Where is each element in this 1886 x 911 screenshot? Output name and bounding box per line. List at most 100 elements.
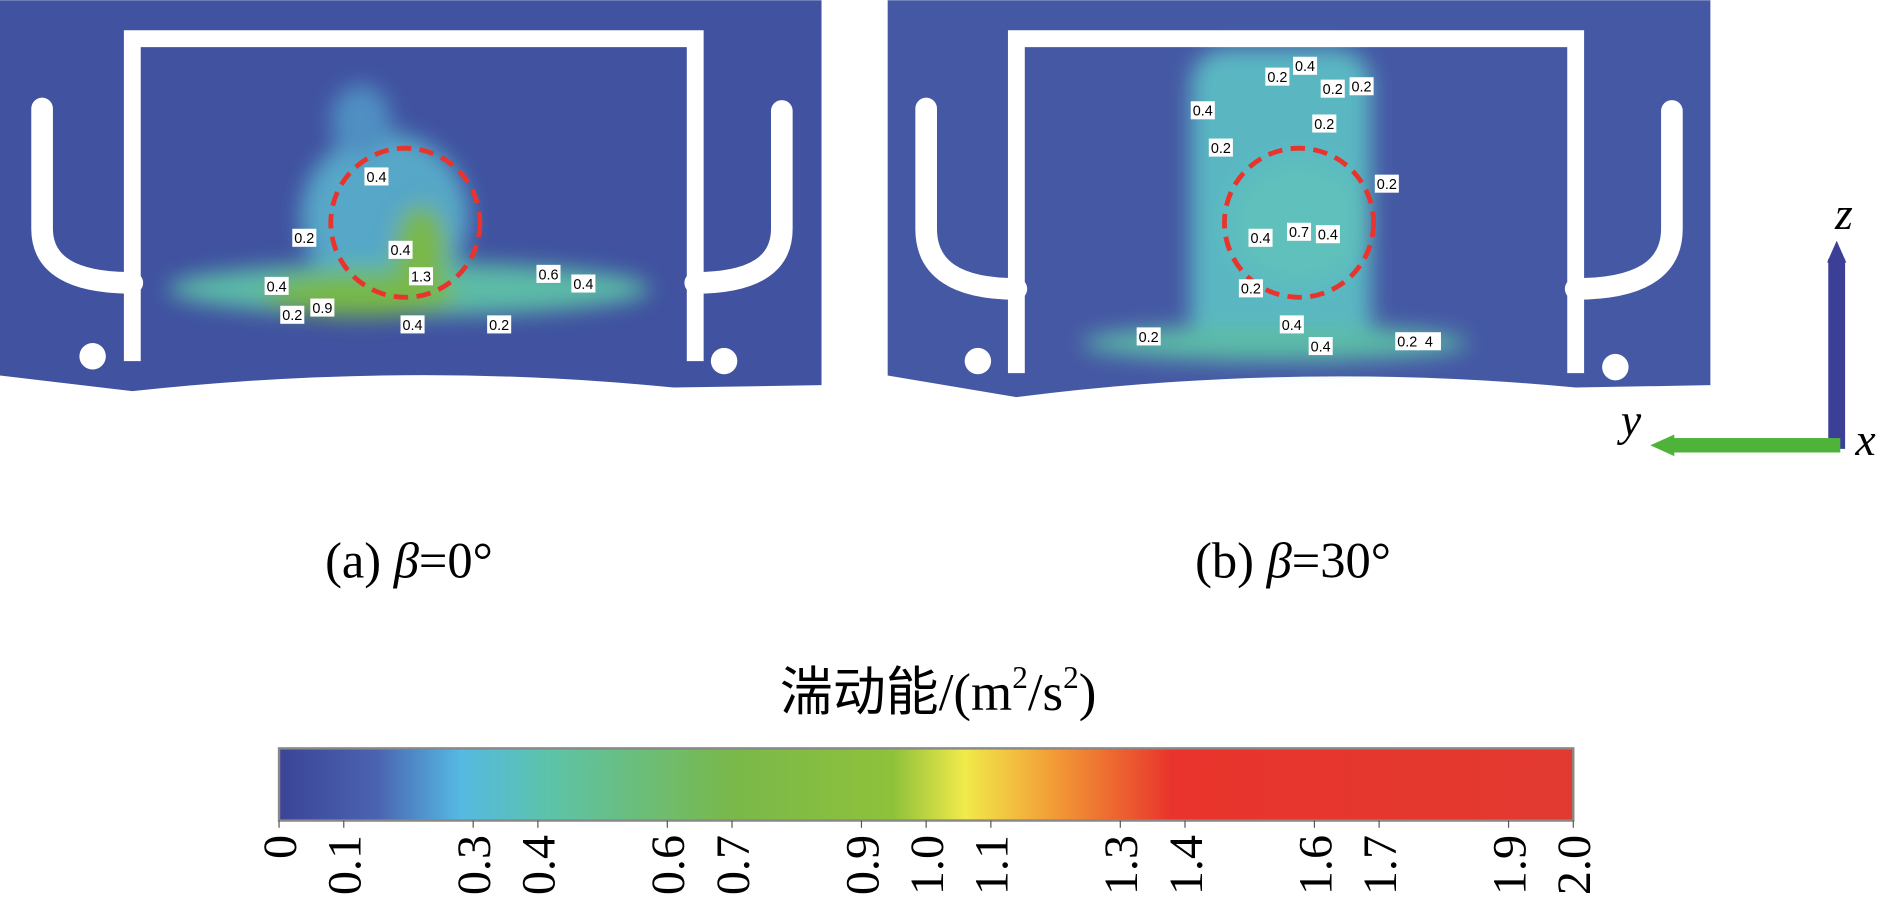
z-arrow-head <box>1827 240 1847 263</box>
colorbar-tick-label: 0.4 <box>513 835 566 895</box>
caption-symbol: β <box>1266 533 1293 589</box>
hook <box>31 97 144 294</box>
contour-label: 0.4 <box>267 279 287 295</box>
contour-label-bg <box>1349 77 1374 96</box>
colorbar-tick-label: 1.1 <box>966 835 1019 895</box>
contour-label-bg <box>1287 222 1312 241</box>
contour-label-bg <box>1315 225 1340 244</box>
contour-label: 0.4 <box>1251 231 1271 247</box>
contour-label-bg <box>487 315 512 334</box>
field <box>168 84 650 317</box>
contour-label-bg <box>1374 174 1399 193</box>
contour-label-bg <box>1208 138 1233 157</box>
hole <box>710 347 738 375</box>
contour-label-bg <box>571 274 596 293</box>
z-label: z <box>1834 188 1853 239</box>
contour-label: 0.4 <box>1318 228 1338 244</box>
y-arrow-head <box>1650 434 1675 457</box>
contour-label: 0.9 <box>312 301 332 317</box>
colorbar-tick-label: 1.9 <box>1483 835 1536 895</box>
title-sup: 2 <box>1012 660 1028 695</box>
contour-label-bg <box>310 298 335 317</box>
title-text: /s <box>1028 664 1063 722</box>
colorbar-tick-label: 1.7 <box>1354 835 1407 895</box>
colorbar-title: 湍动能/(m2/s2) <box>780 660 1096 722</box>
highlight-circle <box>328 145 483 300</box>
contour-label-bg <box>280 305 305 324</box>
panel-a <box>0 0 822 392</box>
colorbar-tick-label: 0.1 <box>319 835 372 895</box>
contour-label-bg <box>1265 67 1290 86</box>
contour-label: 0.2 <box>1211 141 1231 157</box>
contour-label-bg <box>364 167 389 186</box>
hole <box>79 343 106 370</box>
contour-label: 0.6 <box>538 267 558 283</box>
caption-prefix: (b) <box>1195 533 1267 589</box>
colorbar-tick-label: 0.3 <box>448 835 501 895</box>
contour-label: 0.2 <box>1352 80 1372 96</box>
contour-label-bg <box>1312 114 1337 133</box>
contour-label: 0.2 <box>1377 177 1397 193</box>
x-label: x <box>1854 414 1875 465</box>
contour-label-bg <box>292 228 317 247</box>
highlight-circle <box>1222 145 1377 300</box>
caption: (a) β=0° <box>325 533 493 589</box>
contour-label-bg <box>1238 279 1263 298</box>
contour-label: 0.4 <box>366 170 386 186</box>
colorbar-tick-label: 0 <box>254 835 307 859</box>
contour-label: 0.4 <box>403 318 423 334</box>
frame <box>123 30 704 362</box>
hook <box>1564 100 1683 300</box>
colorbar-tick-label: 0.6 <box>642 835 695 895</box>
frame <box>1007 30 1585 374</box>
contour-label: 0.2 <box>282 308 302 324</box>
contour-label-bg <box>1416 332 1441 351</box>
contour-label: 0.7 <box>1289 225 1309 241</box>
contour-label: 0.4 <box>1311 339 1331 355</box>
contour-label: 0.2 <box>1314 117 1334 133</box>
colorbar-tick-label: 1.6 <box>1289 835 1342 895</box>
caption-suffix: =0° <box>419 533 493 589</box>
contour-label-bg <box>408 267 434 286</box>
title-text: ) <box>1079 664 1097 722</box>
caption-prefix: (a) <box>325 533 394 589</box>
contour-label-bg <box>1293 56 1318 75</box>
colorbar-tick-label: 1.0 <box>901 835 954 895</box>
contour-label-bg <box>1136 327 1161 346</box>
contour-label: 0.2 <box>1397 335 1417 351</box>
contour-label-bg <box>536 264 561 283</box>
contour-label-bg <box>1248 228 1273 247</box>
hole <box>1602 353 1629 381</box>
hook <box>684 100 793 294</box>
contour-label-bg <box>264 276 289 295</box>
contour-label: 0.4 <box>391 243 411 259</box>
contour-label-bg <box>1320 79 1345 98</box>
contour-label: 0.4 <box>573 277 593 293</box>
contour-label-bg <box>1308 337 1333 356</box>
colorbar-tick-label: 1.4 <box>1160 835 1213 895</box>
caption-symbol: β <box>393 533 420 589</box>
contour-label: 0.4 <box>1282 318 1302 334</box>
contour-label: 4 <box>1425 335 1433 351</box>
contour-label: 0.2 <box>1323 82 1343 98</box>
contour-label: 1.3 <box>411 270 431 286</box>
y-label: y <box>1617 395 1642 446</box>
contour-label: 0.2 <box>1241 282 1261 298</box>
title-text: 湍动能/(m <box>780 664 1012 722</box>
caption: (b) β=30° <box>1195 533 1391 589</box>
contour-label: 0.2 <box>1267 70 1287 86</box>
contour-label: 0.4 <box>1193 104 1213 120</box>
colorbar-tick-label: 0.9 <box>836 835 889 895</box>
contour-label-bg <box>1395 332 1420 351</box>
contour-label-bg <box>1279 315 1304 334</box>
contour-label: 0.2 <box>294 231 314 247</box>
y-arrow <box>1671 438 1841 453</box>
hook <box>915 97 1028 300</box>
contour-label-bg <box>400 315 425 334</box>
z-arrow <box>1828 258 1846 449</box>
contour-label-bg <box>388 240 413 259</box>
contour-label: 0.2 <box>1139 330 1159 346</box>
colorbar-tick-label: 1.3 <box>1095 835 1148 895</box>
